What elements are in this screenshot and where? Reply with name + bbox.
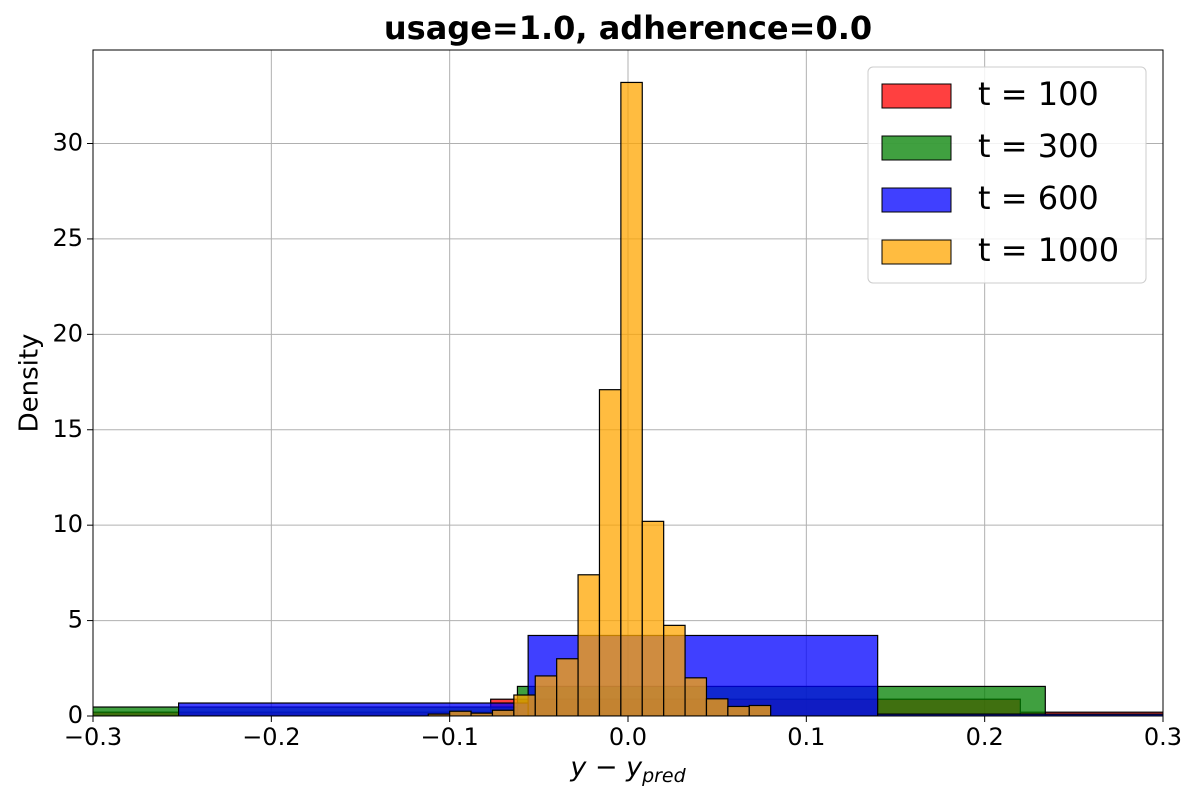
x-tick-label: 0.0 bbox=[609, 723, 647, 751]
y-tick-label: 10 bbox=[52, 510, 83, 538]
legend-swatch bbox=[881, 187, 952, 213]
x-tick-label: −0.3 bbox=[64, 723, 122, 751]
bar bbox=[663, 624, 686, 716]
bar bbox=[491, 709, 515, 716]
x-label-sub: pred bbox=[641, 765, 687, 787]
bar bbox=[534, 675, 558, 716]
legend-swatch bbox=[881, 239, 952, 265]
bar bbox=[641, 520, 665, 716]
legend-label: t = 600 bbox=[978, 179, 1099, 217]
x-tick-label: −0.2 bbox=[242, 723, 300, 751]
legend-swatch bbox=[881, 135, 952, 161]
bar bbox=[727, 705, 750, 716]
bar bbox=[556, 658, 579, 716]
legend-label: t = 100 bbox=[978, 75, 1099, 113]
y-tick-label: 15 bbox=[52, 415, 83, 443]
y-tick-label: 30 bbox=[52, 129, 83, 157]
bar bbox=[513, 694, 536, 716]
x-tick-label: 0.1 bbox=[787, 723, 825, 751]
ticks: −0.3 −0.2 −0.1 0.0 0.1 0.2 0.3 0 5 10 15 20 25 30 bbox=[52, 129, 1182, 751]
x-axis-label: y − ypred bbox=[569, 752, 686, 787]
legend: t = 100 t = 300 t = 600 t = 1000 bbox=[867, 66, 1147, 284]
y-tick-label: 25 bbox=[52, 224, 83, 252]
x-tick-label: 0.3 bbox=[1144, 723, 1182, 751]
legend-box bbox=[867, 66, 1147, 284]
y-tick-label: 20 bbox=[52, 319, 83, 347]
bar bbox=[620, 81, 643, 716]
legend-swatch bbox=[881, 83, 952, 109]
legend-label: t = 300 bbox=[978, 127, 1099, 165]
bar bbox=[705, 698, 729, 716]
x-tick-label: −0.1 bbox=[421, 723, 479, 751]
chart-title: usage=1.0, adherence=0.0 bbox=[384, 9, 872, 47]
y-tick-label: 5 bbox=[68, 606, 83, 634]
bar bbox=[748, 704, 772, 716]
bar bbox=[577, 574, 601, 716]
bar bbox=[449, 710, 472, 716]
legend-label: t = 1000 bbox=[978, 231, 1119, 269]
bar bbox=[598, 389, 622, 716]
bar bbox=[684, 677, 708, 716]
y-tick-label: 0 bbox=[68, 701, 83, 729]
y-axis-label: Density bbox=[15, 334, 45, 433]
x-label-main: y − y bbox=[569, 752, 643, 783]
x-tick-label: 0.2 bbox=[966, 723, 1004, 751]
bars bbox=[93, 81, 1163, 716]
